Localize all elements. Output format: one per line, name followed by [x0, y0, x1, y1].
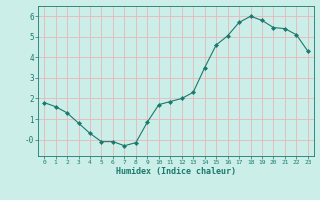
X-axis label: Humidex (Indice chaleur): Humidex (Indice chaleur) — [116, 167, 236, 176]
